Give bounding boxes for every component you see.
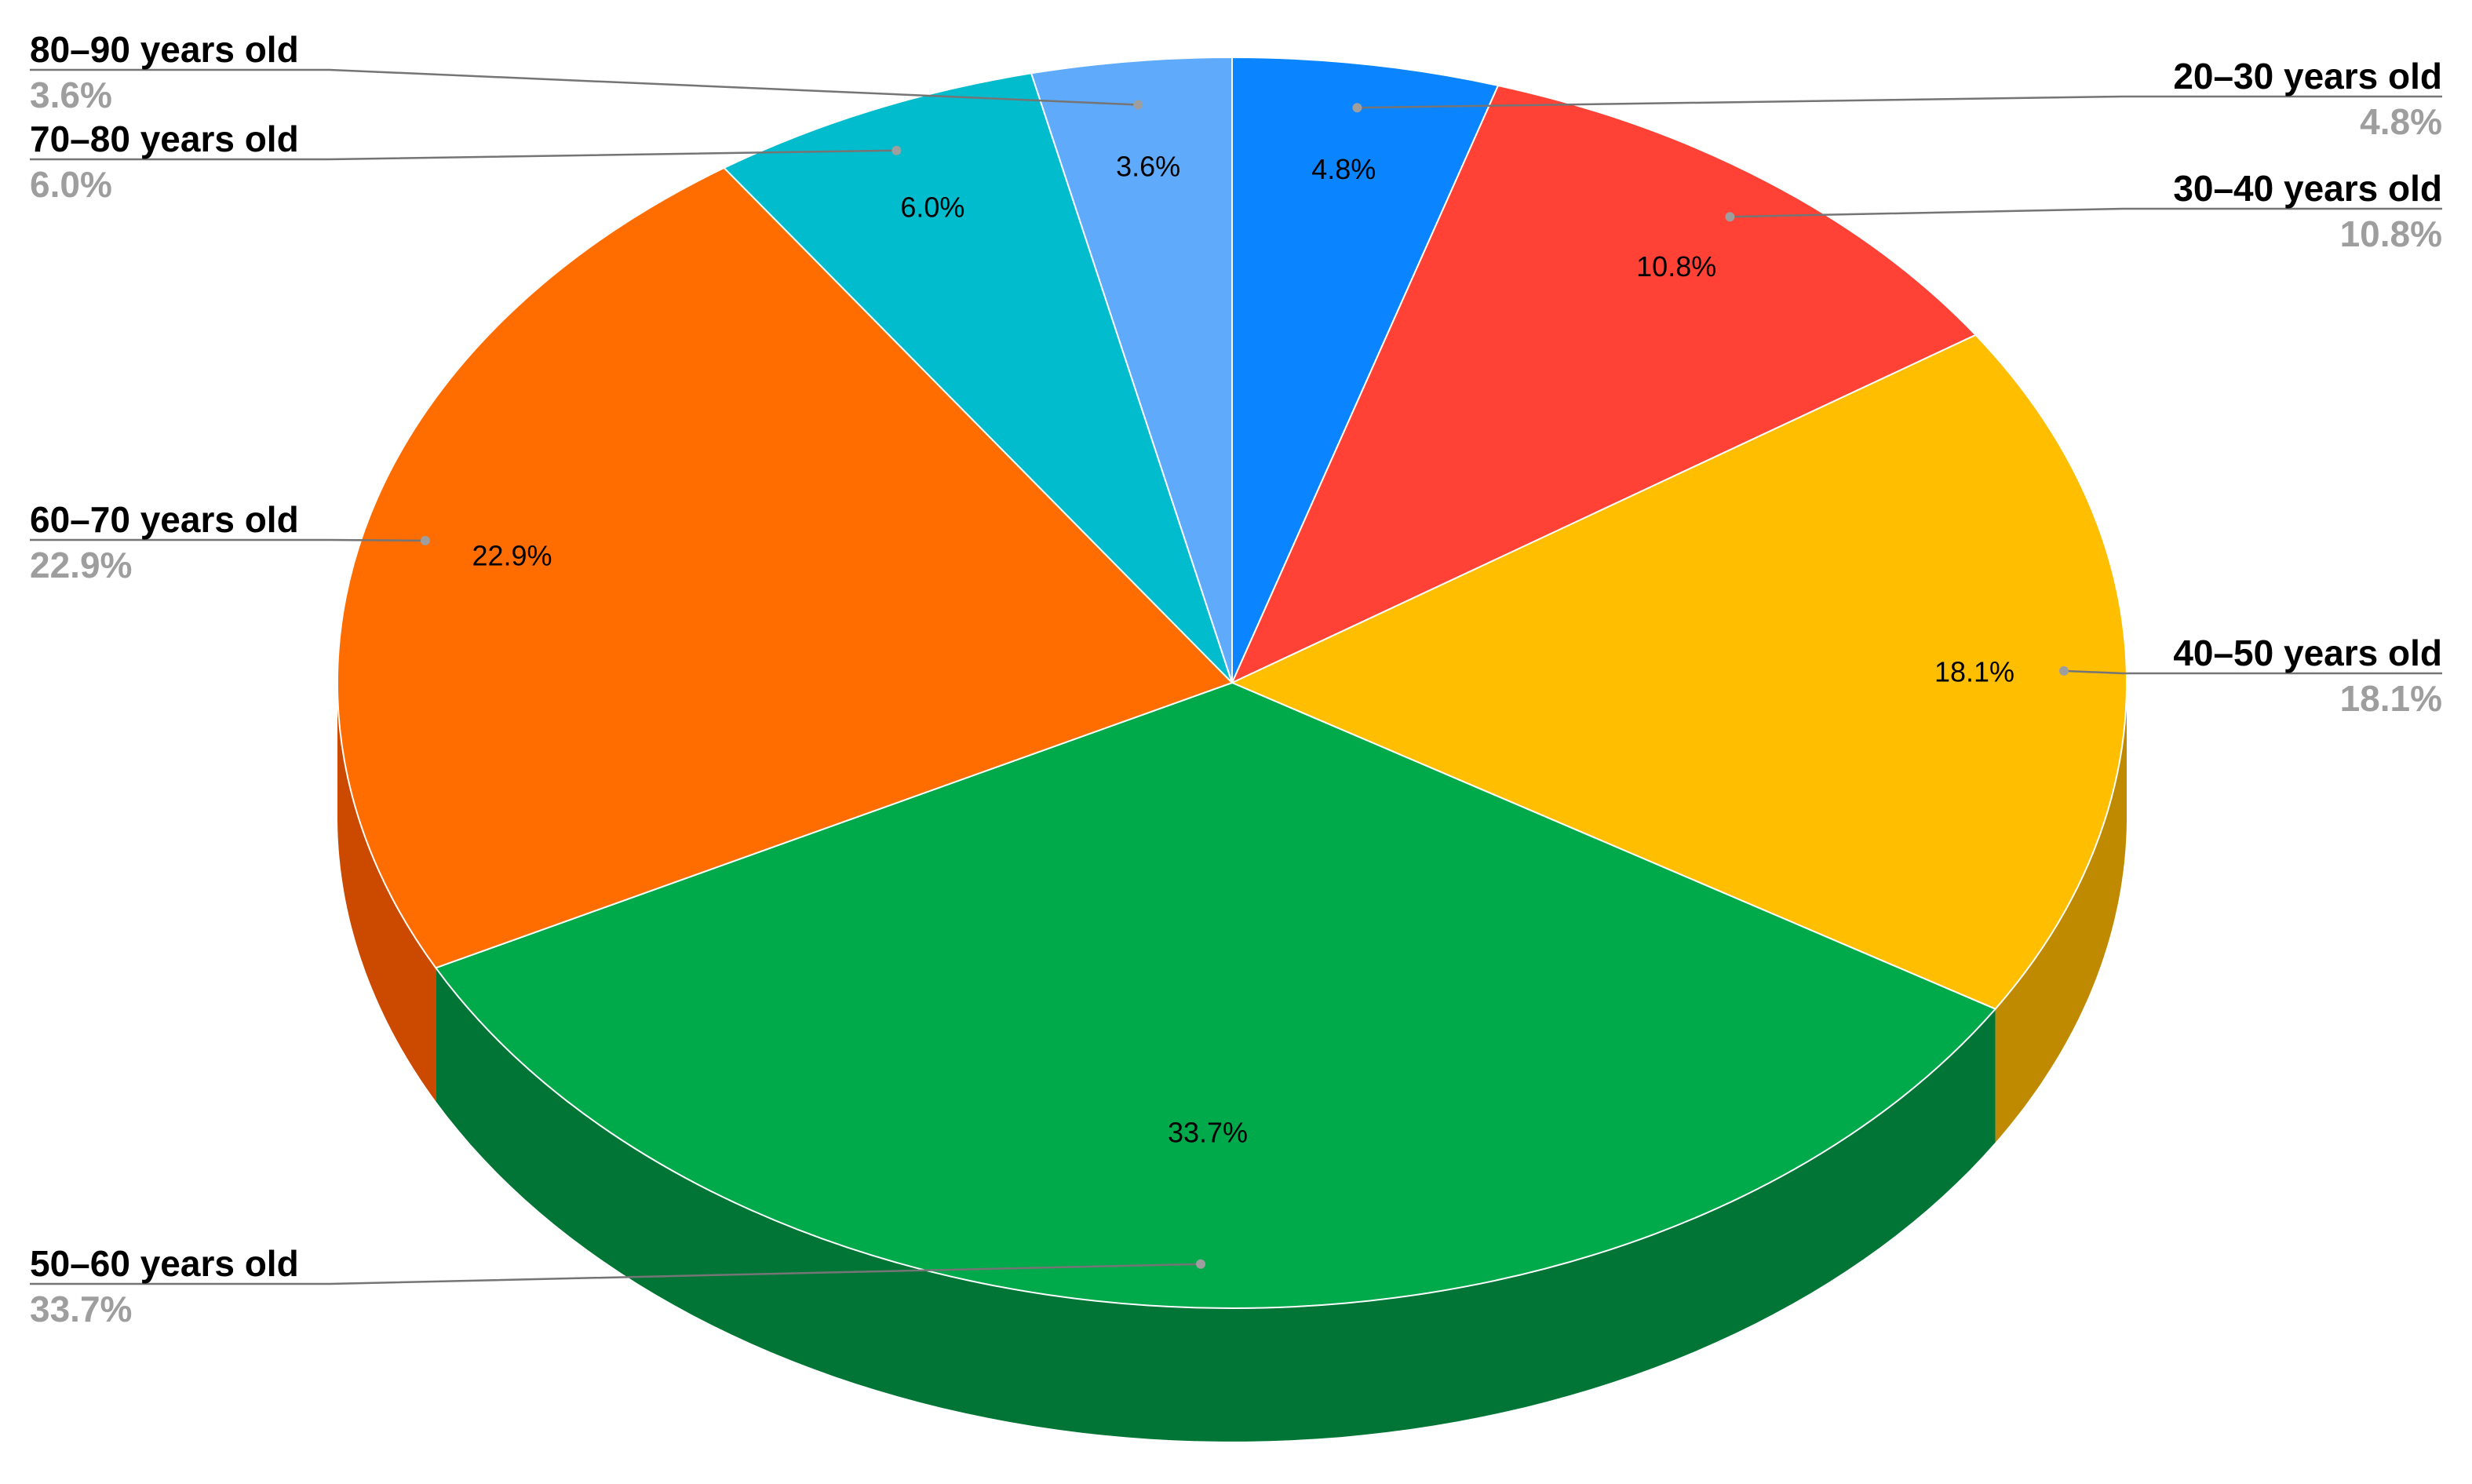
slice-40-50-years-old — [1231, 334, 2127, 1010]
slice-20-30-years-old — [1231, 56, 1499, 684]
slice-percent-label: 4.8% — [1311, 153, 1376, 185]
slice-category-percent: 33.7% — [30, 1289, 132, 1329]
slice-60-70-years-old — [337, 166, 1233, 969]
slice-category-label: 20–30 years old — [2173, 56, 2442, 97]
leader-line — [2063, 669, 2442, 675]
leader-line — [1730, 207, 2442, 218]
slice-category-label: 30–40 years old — [2173, 168, 2442, 209]
slice-side-50-60-years-old — [436, 968, 1996, 1442]
leader-line — [30, 538, 425, 542]
pie-slices — [337, 56, 2127, 1309]
slice-category-percent: 6.0% — [30, 164, 112, 205]
slice-50-60-years-old — [435, 682, 1996, 1309]
slice-percent-label: 33.7% — [1168, 1116, 1248, 1148]
slice-side-40-50-years-old — [1995, 683, 2127, 1143]
leader-dot — [420, 535, 430, 545]
slice-percent-label: 22.9% — [472, 539, 552, 571]
leader-line — [30, 68, 1139, 106]
slice-category-percent: 10.8% — [2340, 213, 2442, 254]
slice-80-90-years-old — [1030, 56, 1233, 684]
leader-dot — [1196, 1259, 1205, 1269]
slice-category-percent: 4.8% — [2360, 101, 2442, 142]
slice-category-label: 50–60 years old — [30, 1243, 299, 1284]
pie-sides — [337, 683, 2127, 1442]
leader-dot — [1133, 100, 1143, 110]
slice-percent-label: 10.8% — [1636, 250, 1716, 283]
leader-dot — [2059, 665, 2069, 676]
slice-category-percent: 18.1% — [2340, 678, 2442, 719]
slice-70-80-years-old — [723, 72, 1233, 684]
leader-dot — [1725, 212, 1735, 222]
leader-line — [1357, 95, 2442, 109]
slice-category-percent: 3.6% — [30, 75, 112, 115]
slice-category-label: 40–50 years old — [2173, 633, 2442, 673]
leader-line — [30, 149, 897, 161]
slice-percent-label: 18.1% — [1934, 656, 2014, 688]
slice-category-label: 60–70 years old — [30, 499, 299, 540]
leader-lines — [30, 68, 2442, 1285]
leader-dot — [891, 145, 902, 155]
slice-percent-label: 3.6% — [1116, 151, 1180, 183]
slice-percent-label: 6.0% — [900, 191, 964, 224]
slice-side-60-70-years-old — [337, 683, 436, 1102]
slice-category-label: 70–80 years old — [30, 119, 299, 159]
slice-category-label: 80–90 years old — [30, 29, 299, 70]
slice-category-percent: 22.9% — [30, 545, 132, 585]
slice-30-40-years-old — [1231, 85, 1977, 684]
slice-percent-labels: 4.8% 10.8% 18.1% 33.7% 22.9% 6.0% 3.6% — [472, 151, 2014, 1149]
leader-line — [30, 1263, 1201, 1285]
leader-dot — [1352, 103, 1362, 113]
